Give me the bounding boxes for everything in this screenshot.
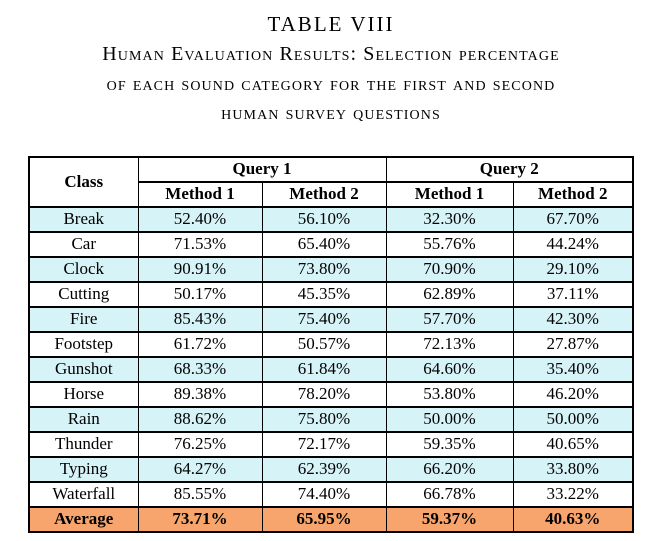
table-cell: 76.25%	[137, 430, 263, 458]
table-cell: 59.37%	[385, 505, 514, 533]
row-label: Fire	[28, 305, 139, 333]
table-cell: 70.90%	[385, 255, 514, 283]
table-caption: Human Evaluation Results: Selection perc…	[0, 40, 662, 129]
table-cell: 64.27%	[137, 455, 263, 483]
table-row-average: Average 73.71% 65.95% 59.37% 40.63%	[28, 505, 634, 533]
row-label: Footstep	[28, 330, 139, 358]
table-cell: 74.40%	[261, 480, 387, 508]
method-header-row: Method 1 Method 2 Method 1 Method 2	[29, 180, 634, 208]
table-row-cutting: Cutting 50.17% 45.35% 62.89% 37.11%	[28, 280, 634, 308]
caption-line-2: of each sound category for the first and…	[106, 72, 556, 95]
table-cell: 72.13%	[385, 330, 514, 358]
row-label: Car	[28, 230, 139, 258]
table-cell: 61.72%	[137, 330, 263, 358]
table-cell: 66.20%	[385, 455, 514, 483]
column-header-q2-method2: Method 2	[512, 180, 634, 208]
column-header-query1: Query 1	[137, 155, 387, 183]
table-cell: 50.00%	[385, 405, 514, 433]
table-cell: 37.11%	[512, 280, 634, 308]
table-cell: 56.10%	[261, 205, 387, 233]
table-row-horse: Horse 89.38% 78.20% 53.80% 46.20%	[28, 380, 634, 408]
table-cell: 72.17%	[261, 430, 387, 458]
table-cell: 27.87%	[512, 330, 634, 358]
table-cell: 62.39%	[261, 455, 387, 483]
table-cell: 89.38%	[137, 380, 263, 408]
table-cell: 90.91%	[137, 255, 263, 283]
table-row-fire: Fire 85.43% 75.40% 57.70% 42.30%	[28, 305, 634, 333]
table-cell: 85.43%	[137, 305, 263, 333]
table-row-footstep: Footstep 61.72% 50.57% 72.13% 27.87%	[28, 330, 634, 358]
table-cell: 32.30%	[385, 205, 514, 233]
table-row-thunder: Thunder 76.25% 72.17% 59.35% 40.65%	[28, 430, 634, 458]
table-cell: 33.80%	[512, 455, 634, 483]
table-cell: 29.10%	[512, 255, 634, 283]
table-cell: 42.30%	[512, 305, 634, 333]
table-row-car: Car 71.53% 65.40% 55.76% 44.24%	[28, 230, 634, 258]
table-cell: 45.35%	[261, 280, 387, 308]
table-row-waterfall: Waterfall 85.55% 74.40% 66.78% 33.22%	[28, 480, 634, 508]
table-cell: 59.35%	[385, 430, 514, 458]
table-cell: 50.57%	[261, 330, 387, 358]
table-cell: 33.22%	[512, 480, 634, 508]
table-cell: 64.60%	[385, 355, 514, 383]
row-label: Typing	[28, 455, 139, 483]
group-header-row: Class Query 1 Query 2	[28, 155, 634, 208]
table-cell: 71.53%	[137, 230, 263, 258]
table-cell: 65.40%	[261, 230, 387, 258]
row-label-average: Average	[28, 505, 139, 533]
table-cell: 78.20%	[261, 380, 387, 408]
table-cell: 66.78%	[385, 480, 514, 508]
table-cell: 68.33%	[137, 355, 263, 383]
table-cell: 65.95%	[261, 505, 387, 533]
table-row-typing: Typing 64.27% 62.39% 66.20% 33.80%	[28, 455, 634, 483]
table-cell: 85.55%	[137, 480, 263, 508]
column-header-query2: Query 2	[385, 155, 634, 183]
table-row-rain: Rain 88.62% 75.80% 50.00% 50.00%	[28, 405, 634, 433]
results-table: Class Query 1 Query 2 Method 1 Method 2 …	[28, 155, 634, 533]
caption-line-1: Human Evaluation Results: Selection perc…	[102, 43, 560, 65]
table-number-heading: TABLE VIII	[267, 12, 395, 36]
row-label: Clock	[28, 255, 139, 283]
table-cell: 44.24%	[512, 230, 634, 258]
table-cell: 55.76%	[385, 230, 514, 258]
table-cell: 75.80%	[261, 405, 387, 433]
table-cell: 46.20%	[512, 380, 634, 408]
table-row-clock: Clock 90.91% 73.80% 70.90% 29.10%	[28, 255, 634, 283]
caption-line-3: human survey questions	[221, 102, 441, 124]
row-label: Cutting	[28, 280, 139, 308]
table-cell: 73.80%	[261, 255, 387, 283]
column-header-q1-method2: Method 2	[261, 180, 387, 208]
table-cell: 67.70%	[512, 205, 634, 233]
table-row-gunshot: Gunshot 68.33% 61.84% 64.60% 35.40%	[28, 355, 634, 383]
row-label: Thunder	[28, 430, 139, 458]
table-cell: 40.63%	[512, 505, 634, 533]
column-header-class: Class	[28, 155, 139, 208]
row-label: Waterfall	[28, 480, 139, 508]
table-cell: 62.89%	[385, 280, 514, 308]
row-label: Rain	[28, 405, 139, 433]
table-cell: 61.84%	[261, 355, 387, 383]
table-row-break: Break 52.40% 56.10% 32.30% 67.70%	[28, 205, 634, 233]
table-cell: 40.65%	[512, 430, 634, 458]
table-cell: 53.80%	[385, 380, 514, 408]
row-label: Break	[28, 205, 139, 233]
table-cell: 50.17%	[137, 280, 263, 308]
table-cell: 75.40%	[261, 305, 387, 333]
column-header-q1-method1: Method 1	[137, 180, 263, 208]
column-header-q2-method1: Method 1	[385, 180, 514, 208]
table-cell: 73.71%	[137, 505, 263, 533]
table-cell: 57.70%	[385, 305, 514, 333]
table-cell: 50.00%	[512, 405, 634, 433]
table-cell: 88.62%	[137, 405, 263, 433]
table-cell: 52.40%	[137, 205, 263, 233]
row-label: Gunshot	[28, 355, 139, 383]
row-label: Horse	[28, 380, 139, 408]
table-cell: 35.40%	[512, 355, 634, 383]
